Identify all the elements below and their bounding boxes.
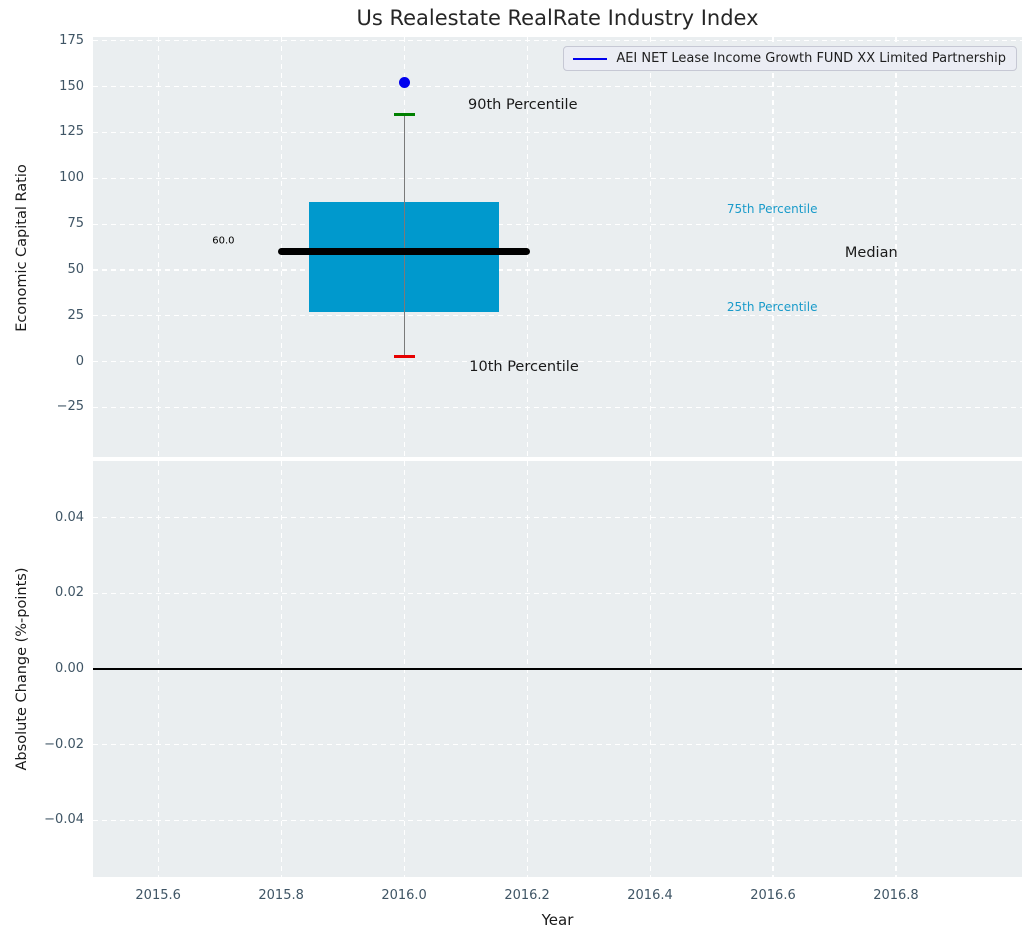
y-tick-label: 0.04	[55, 509, 84, 525]
chart-title: Us Realestate RealRate Industry Index	[356, 6, 759, 30]
gridline-horizontal	[93, 406, 1022, 409]
annotation-median-label: Median	[844, 245, 898, 262]
gridline-vertical	[280, 37, 282, 457]
y-tick-label: 100	[59, 170, 84, 186]
gridline-horizontal	[93, 40, 1022, 42]
y-tick-label: 0.00	[55, 661, 84, 676]
x-tick-label: 2016.6	[750, 888, 796, 903]
annotation-10th-percentile-label: 10th Percentile	[469, 359, 579, 376]
x-tick-label: 2016.8	[873, 888, 919, 903]
y-tick-label: −0.02	[44, 736, 84, 752]
gridline-vertical	[772, 37, 774, 457]
whisker-line	[403, 114, 405, 357]
x-tick-label: 2015.8	[258, 888, 304, 903]
gridline-horizontal	[93, 517, 1022, 519]
bottom-plot-area	[93, 461, 1022, 877]
zero-line	[93, 668, 1022, 670]
median-line	[278, 248, 531, 256]
gridline-horizontal	[93, 86, 1022, 88]
company-value-point	[398, 77, 410, 89]
gridline-horizontal	[93, 131, 1022, 134]
gridline-vertical	[649, 37, 651, 457]
gridline-vertical	[526, 37, 528, 457]
top-plot-area: AEI NET Lease Income Growth FUND XX Limi…	[93, 37, 1022, 457]
legend-label: AEI NET Lease Income Growth FUND XX Limi…	[616, 51, 1006, 66]
x-axis-label: Year	[541, 911, 574, 929]
y-tick-label: 150	[59, 78, 84, 94]
legend-line-swatch	[573, 57, 608, 60]
y-tick-label: 0.02	[55, 585, 84, 601]
y-tick-label: −25	[56, 399, 84, 415]
legend: AEI NET Lease Income Growth FUND XX Limi…	[563, 46, 1017, 71]
gridline-horizontal	[93, 744, 1022, 746]
y-tick-label: 25	[67, 307, 84, 323]
whisker-cap-10th	[393, 354, 415, 358]
gridline-horizontal	[93, 361, 1022, 363]
y-tick-label: 75	[67, 216, 84, 232]
gridline-horizontal	[93, 223, 1022, 225]
gridline-horizontal	[93, 177, 1022, 179]
annotation-25th-percentile-label: 25th Percentile	[726, 299, 818, 314]
y-tick-label: 125	[59, 124, 84, 140]
x-tick-label: 2015.6	[135, 888, 181, 903]
y-tick-label: −0.04	[44, 812, 84, 828]
annotation-90th-percentile-label: 90th Percentile	[468, 96, 578, 113]
y-tick-label: 175	[59, 32, 84, 48]
gridline-horizontal	[93, 819, 1022, 821]
x-tick-label: 2016.4	[627, 888, 673, 903]
gridline-horizontal	[93, 592, 1022, 595]
x-tick-label: 2016.2	[504, 888, 550, 903]
gridline-horizontal	[93, 315, 1022, 317]
x-tick-label: 2016.0	[381, 888, 427, 903]
gridline-vertical	[157, 37, 159, 457]
whisker-cap-90th	[393, 112, 415, 116]
annotation-75th-percentile-label: 75th Percentile	[726, 202, 818, 217]
gridline-horizontal	[93, 269, 1022, 271]
gridline-vertical	[895, 37, 897, 457]
annotation-median-value-label: 60.0	[212, 235, 235, 247]
y-tick-label: 0	[75, 353, 84, 369]
y-tick-label: 50	[67, 261, 84, 277]
